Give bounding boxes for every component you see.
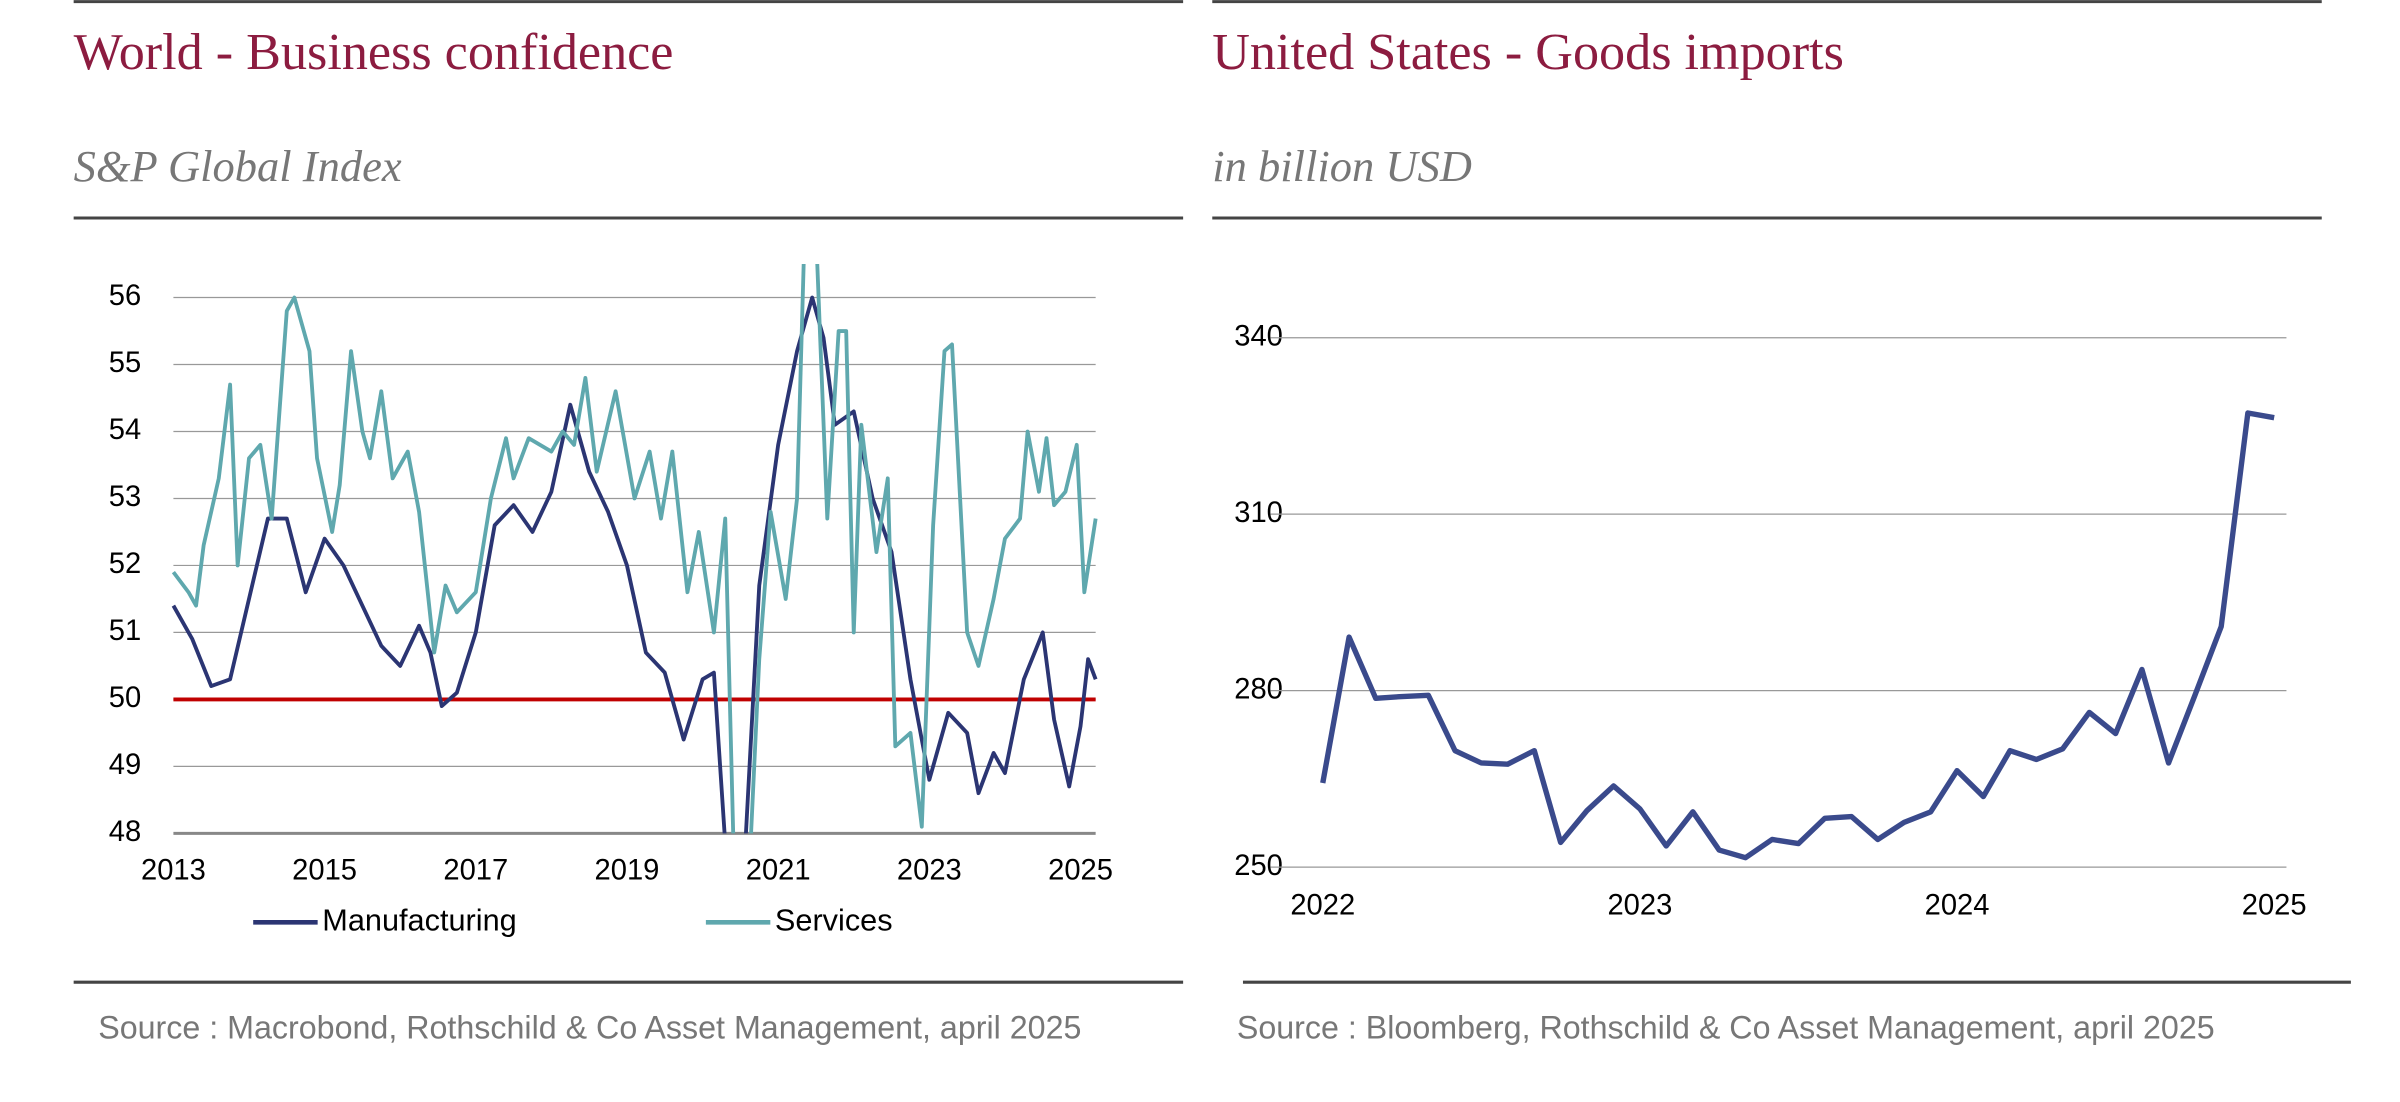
y-tick-label: 48: [109, 816, 141, 848]
y-tick-label: 49: [109, 749, 141, 781]
source: Source : Bloomberg, Rothschild & Co Asse…: [1237, 1009, 2215, 1045]
y-tick-label: 50: [109, 682, 141, 714]
x-tick-label: 2021: [746, 854, 811, 886]
x-tick-label: 2019: [595, 854, 660, 886]
x-tick-label: 2022: [1290, 890, 1355, 922]
y-tick-label: 280: [1234, 673, 1283, 705]
y-tick-label: 340: [1234, 320, 1283, 352]
x-tick-label: 2023: [897, 854, 962, 886]
chart-title: World - Business confidence: [74, 24, 674, 81]
y-tick-label: 54: [109, 414, 141, 446]
x-tick-label: 2017: [443, 854, 508, 886]
y-tick-label: 53: [109, 481, 141, 513]
legend-label: Services: [775, 902, 893, 937]
plot-lines: [1320, 410, 2275, 861]
x-tick-label: 2015: [292, 854, 357, 886]
chart-title: United States - Goods imports: [1212, 24, 1844, 81]
y-tick-label: 310: [1234, 497, 1283, 529]
plot-lines: [171, 264, 1098, 834]
source: Source : Macrobond, Rothschild & Co Asse…: [98, 1009, 1081, 1045]
y-tick-label: 51: [109, 615, 141, 647]
y-tick-label: 55: [109, 347, 141, 379]
y-tick-label: 52: [109, 548, 141, 580]
data-line: [171, 264, 1098, 834]
chart-subtitle: S&P Global Index: [74, 141, 402, 191]
x-tick-label: 2023: [1607, 890, 1672, 922]
data-line: [171, 295, 1098, 834]
x-tick-label: 2025: [2242, 890, 2307, 922]
x-tick-label: 2024: [1925, 890, 1990, 922]
y-tick-label: 250: [1234, 850, 1283, 882]
x-tick-label: 2013: [141, 854, 206, 886]
y-tick-label: 56: [109, 280, 141, 312]
chart-subtitle: in billion USD: [1212, 141, 1472, 191]
data-line: [1320, 410, 2275, 861]
legend-label: Manufacturing: [322, 902, 516, 937]
x-tick-label: 2025: [1048, 854, 1113, 886]
